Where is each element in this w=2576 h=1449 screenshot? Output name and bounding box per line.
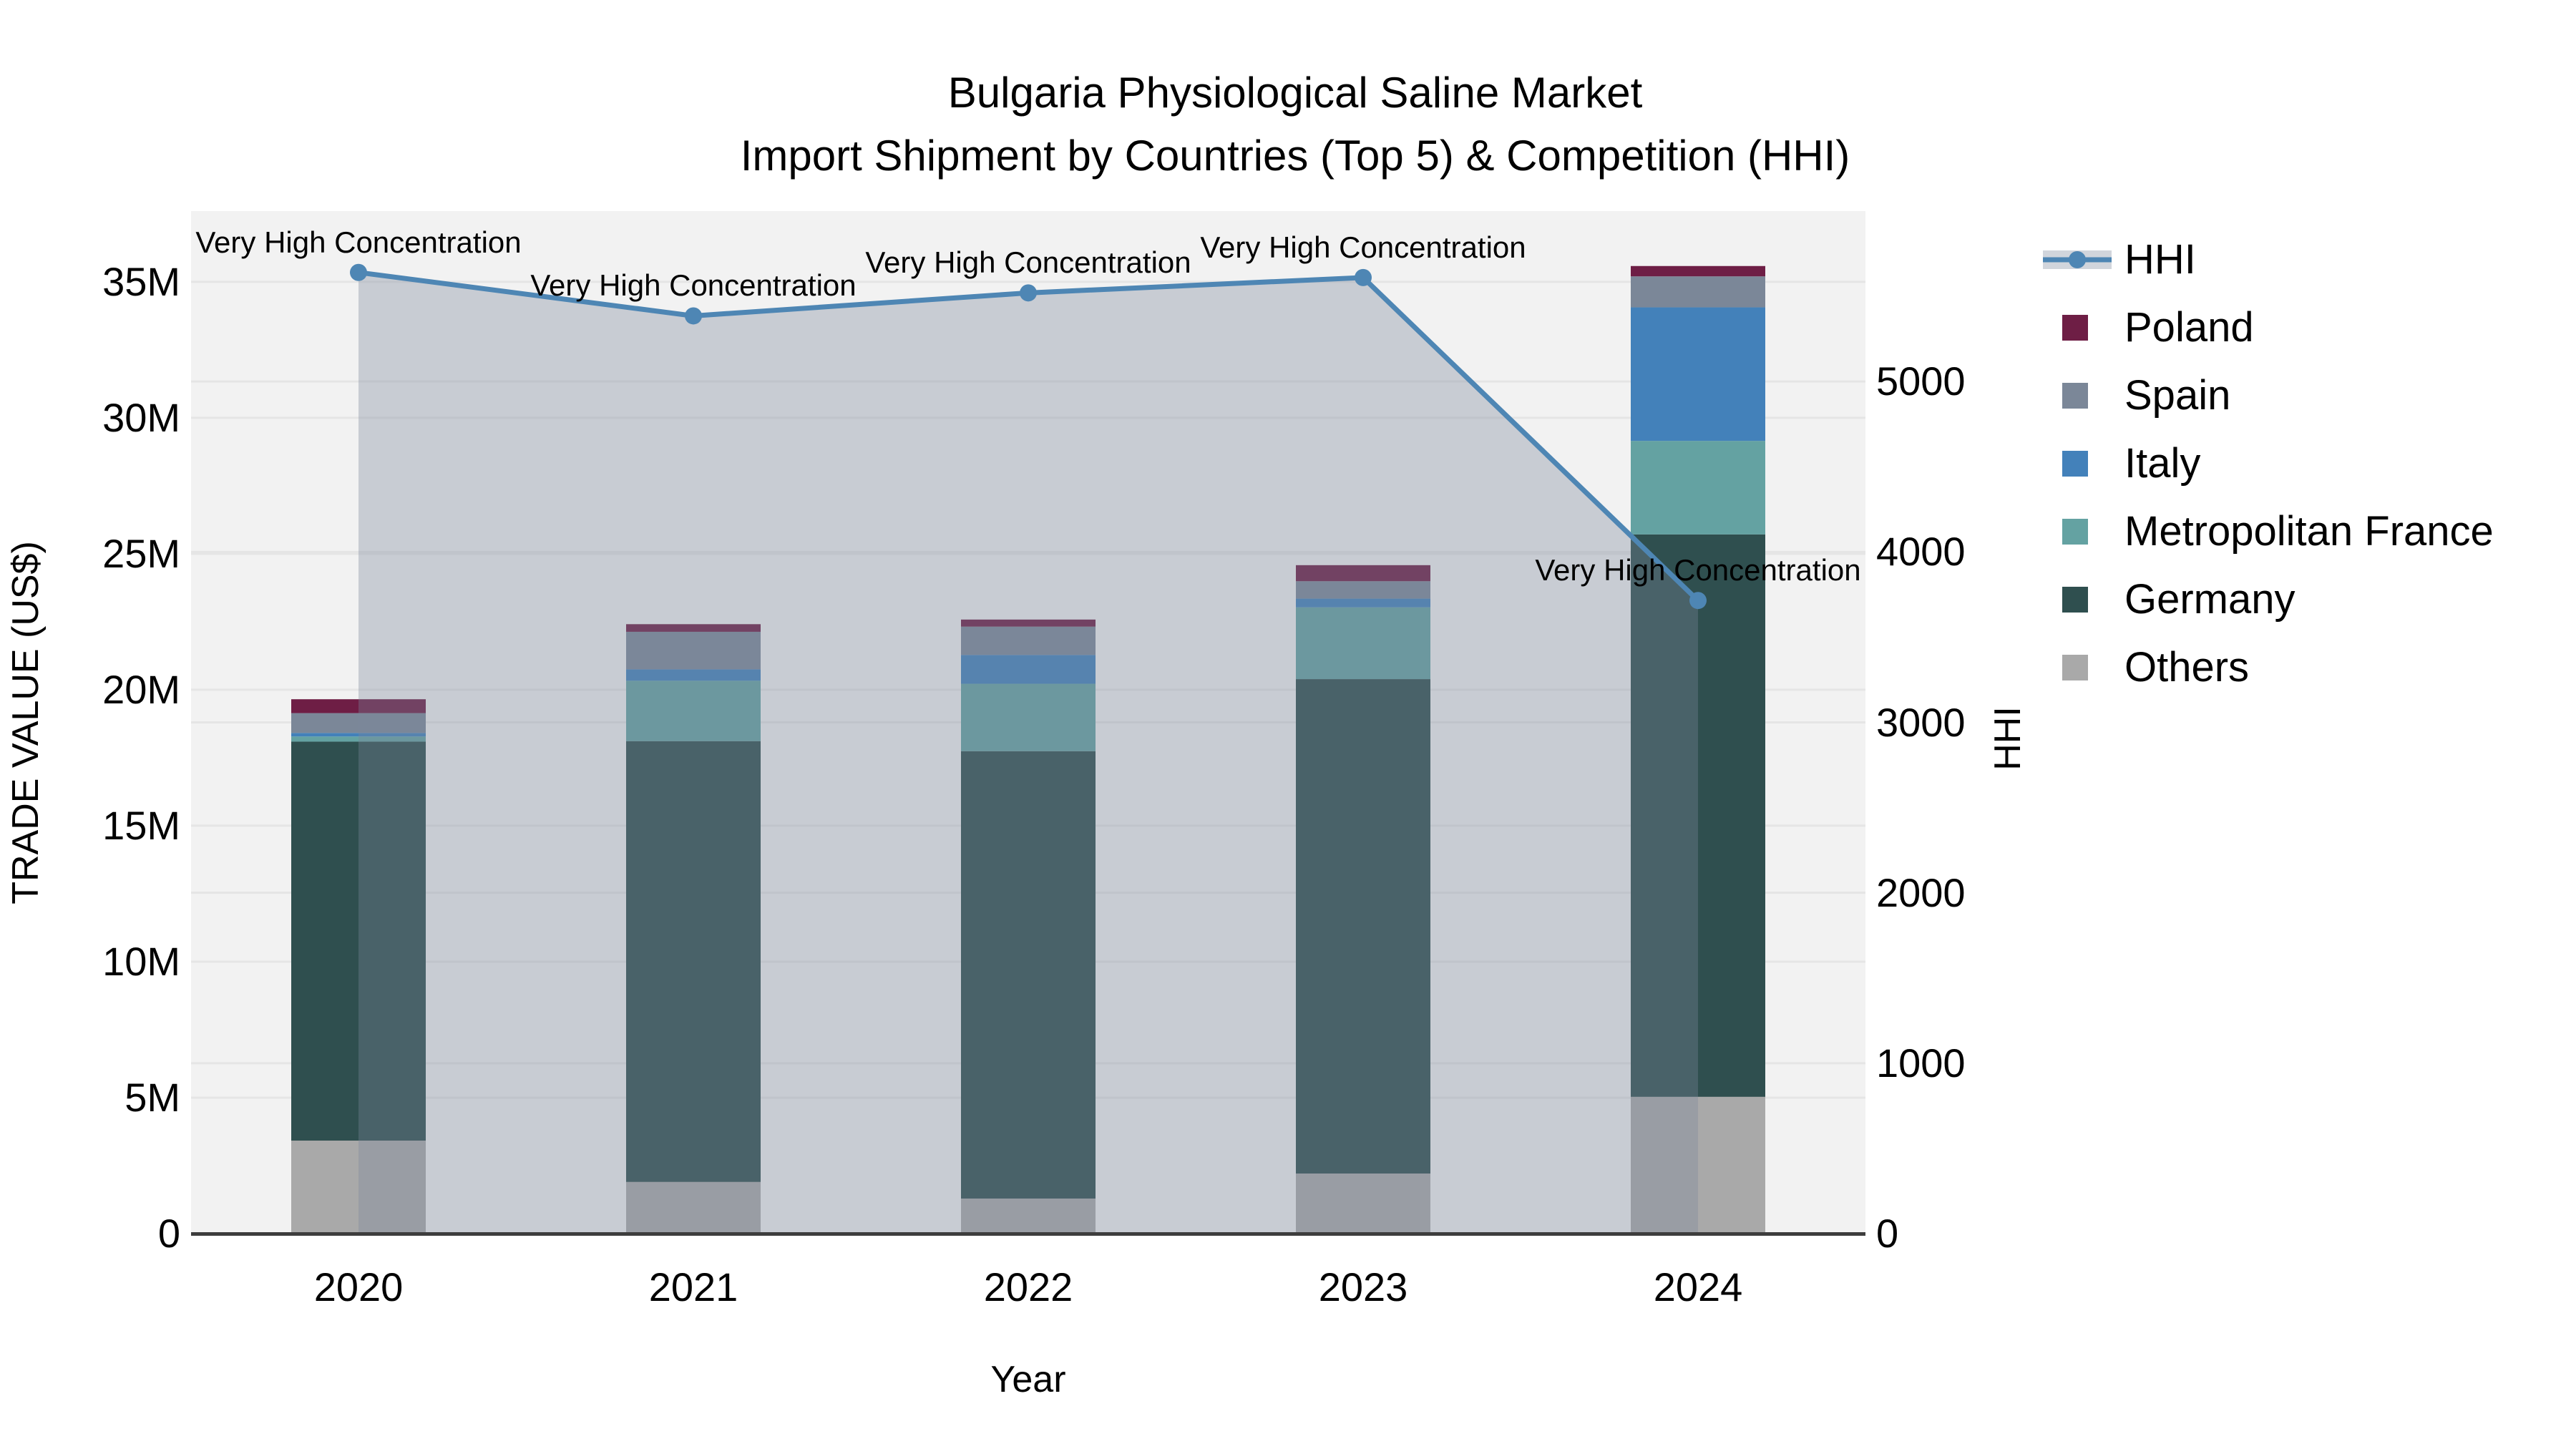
legend-item-poland[interactable]: Poland <box>2043 293 2494 361</box>
legend-label: Metropolitan France <box>2124 508 2494 555</box>
y-right-tick-1000: 1000 <box>1876 1040 1966 1085</box>
bar-segment-germany-2020[interactable] <box>291 741 426 1141</box>
x-tick-2023: 2023 <box>1318 1264 1408 1309</box>
x-tick-2020: 2020 <box>313 1264 404 1309</box>
bar-segment-metropolitan-france-2020[interactable] <box>291 736 426 742</box>
legend: HHI Poland Spain Italy Metropolitan France Ge… <box>2043 225 2494 701</box>
y-left-tick-20M: 20M <box>102 666 180 712</box>
annotation-2023: Very High Concentration <box>1200 230 1526 264</box>
hhi-marker-2023[interactable] <box>1355 268 1372 286</box>
y-left-tick-15M: 15M <box>102 802 180 848</box>
color-swatch-icon <box>2062 314 2088 341</box>
bar-segment-poland-2022[interactable] <box>961 619 1096 627</box>
bar-segment-metropolitan-france-2023[interactable] <box>1296 607 1430 680</box>
y-left-tick-35M: 35M <box>102 258 180 304</box>
legend-label: Poland <box>2124 304 2254 351</box>
y-right-tick-2000: 2000 <box>1876 869 1966 915</box>
bar-segment-others-2024[interactable] <box>1631 1096 1765 1234</box>
bar-segment-germany-2024[interactable] <box>1631 534 1765 1097</box>
hhi-line-swatch-icon <box>2043 250 2112 269</box>
legend-item-metropolitan-france[interactable]: Metropolitan France <box>2043 497 2494 565</box>
legend-label: HHI <box>2124 236 2196 283</box>
hhi-area-fill <box>358 272 1698 1234</box>
bar-segment-italy-2022[interactable] <box>961 655 1096 684</box>
legend-square-swatch <box>2043 518 2114 545</box>
legend-label: Spain <box>2124 372 2231 419</box>
bar-segment-spain-2022[interactable] <box>961 626 1096 655</box>
bar-segment-others-2020[interactable] <box>291 1141 426 1234</box>
bar-segment-italy-2023[interactable] <box>1296 598 1430 608</box>
y-right-tick-4000: 4000 <box>1876 529 1966 575</box>
bar-segment-germany-2023[interactable] <box>1296 679 1430 1174</box>
legend-label: Germany <box>2124 576 2296 623</box>
y-right-tick-5000: 5000 <box>1876 358 1966 404</box>
x-tick-2021: 2021 <box>648 1264 738 1309</box>
bar-segment-metropolitan-france-2024[interactable] <box>1631 441 1765 535</box>
bar-segment-metropolitan-france-2021[interactable] <box>626 680 761 741</box>
chart-title-line2: Import Shipment by Countries (Top 5) & C… <box>740 132 1850 180</box>
y-left-tick-5M: 5M <box>125 1074 180 1120</box>
hhi-marker-2020[interactable] <box>350 263 367 281</box>
x-axis-title: Year <box>990 1359 1066 1400</box>
y-left-tick-10M: 10M <box>102 938 180 984</box>
legend-item-germany[interactable]: Germany <box>2043 565 2494 633</box>
bar-segment-spain-2024[interactable] <box>1631 276 1765 308</box>
color-swatch-icon <box>2062 518 2088 545</box>
annotation-2021: Very High Concentration <box>530 268 857 303</box>
bar-segment-spain-2020[interactable] <box>291 713 426 733</box>
legend-square-swatch <box>2043 654 2114 680</box>
bar-segment-spain-2023[interactable] <box>1296 581 1430 599</box>
legend-label: Italy <box>2124 440 2201 487</box>
legend-item-italy[interactable]: Italy <box>2043 429 2494 497</box>
bar-segment-spain-2021[interactable] <box>626 631 761 670</box>
legend-item-spain[interactable]: Spain <box>2043 361 2494 429</box>
y-right-tick-3000: 3000 <box>1876 699 1966 745</box>
y-left-axis-title: TRADE VALUE (US$) <box>5 541 47 904</box>
color-swatch-icon <box>2062 450 2088 477</box>
legend-square-swatch <box>2043 382 2114 409</box>
legend-item-others[interactable]: Others <box>2043 633 2494 701</box>
y-right-axis-title: HHI <box>1987 706 2029 771</box>
annotation-2024: Very High Concentration <box>1535 553 1861 587</box>
bar-segment-metropolitan-france-2022[interactable] <box>961 683 1096 751</box>
hhi-marker-2021[interactable] <box>685 307 702 325</box>
color-swatch-icon <box>2062 654 2088 680</box>
legend-item-hhi[interactable]: HHI <box>2043 225 2494 293</box>
x-tick-2022: 2022 <box>983 1264 1073 1309</box>
bar-segment-poland-2021[interactable] <box>626 624 761 632</box>
legend-square-swatch <box>2043 586 2114 613</box>
bar-segment-italy-2020[interactable] <box>291 733 426 737</box>
hhi-marker-2024[interactable] <box>1689 592 1707 610</box>
bar-segment-poland-2023[interactable] <box>1296 565 1430 582</box>
x-axis-line <box>191 1232 1865 1236</box>
annotation-2022: Very High Concentration <box>865 245 1191 280</box>
bar-segment-poland-2024[interactable] <box>1631 265 1765 277</box>
annotation-2020: Very High Concentration <box>195 225 522 259</box>
bar-segment-others-2023[interactable] <box>1296 1174 1430 1234</box>
bar-segment-italy-2021[interactable] <box>626 669 761 681</box>
chart-title-line1: Bulgaria Physiological Saline Market <box>947 69 1643 117</box>
legend-label: Others <box>2124 644 2250 691</box>
bar-segment-germany-2022[interactable] <box>961 751 1096 1199</box>
bar-segment-others-2022[interactable] <box>961 1198 1096 1234</box>
bar-segment-poland-2020[interactable] <box>291 699 426 713</box>
x-tick-2024: 2024 <box>1653 1264 1743 1309</box>
bar-segment-italy-2024[interactable] <box>1631 307 1765 441</box>
color-swatch-icon <box>2062 586 2088 613</box>
y-left-tick-30M: 30M <box>102 394 180 440</box>
hhi-marker-2022[interactable] <box>1020 284 1037 302</box>
bar-segment-others-2021[interactable] <box>626 1181 761 1234</box>
color-swatch-icon <box>2062 382 2088 409</box>
y-left-tick-25M: 25M <box>102 530 180 576</box>
legend-square-swatch <box>2043 450 2114 477</box>
y-left-tick-0: 0 <box>157 1211 180 1256</box>
legend-line-swatch <box>2043 237 2114 283</box>
bar-segment-germany-2021[interactable] <box>626 741 761 1182</box>
y-right-tick-0: 0 <box>1876 1211 1899 1256</box>
legend-square-swatch <box>2043 314 2114 341</box>
